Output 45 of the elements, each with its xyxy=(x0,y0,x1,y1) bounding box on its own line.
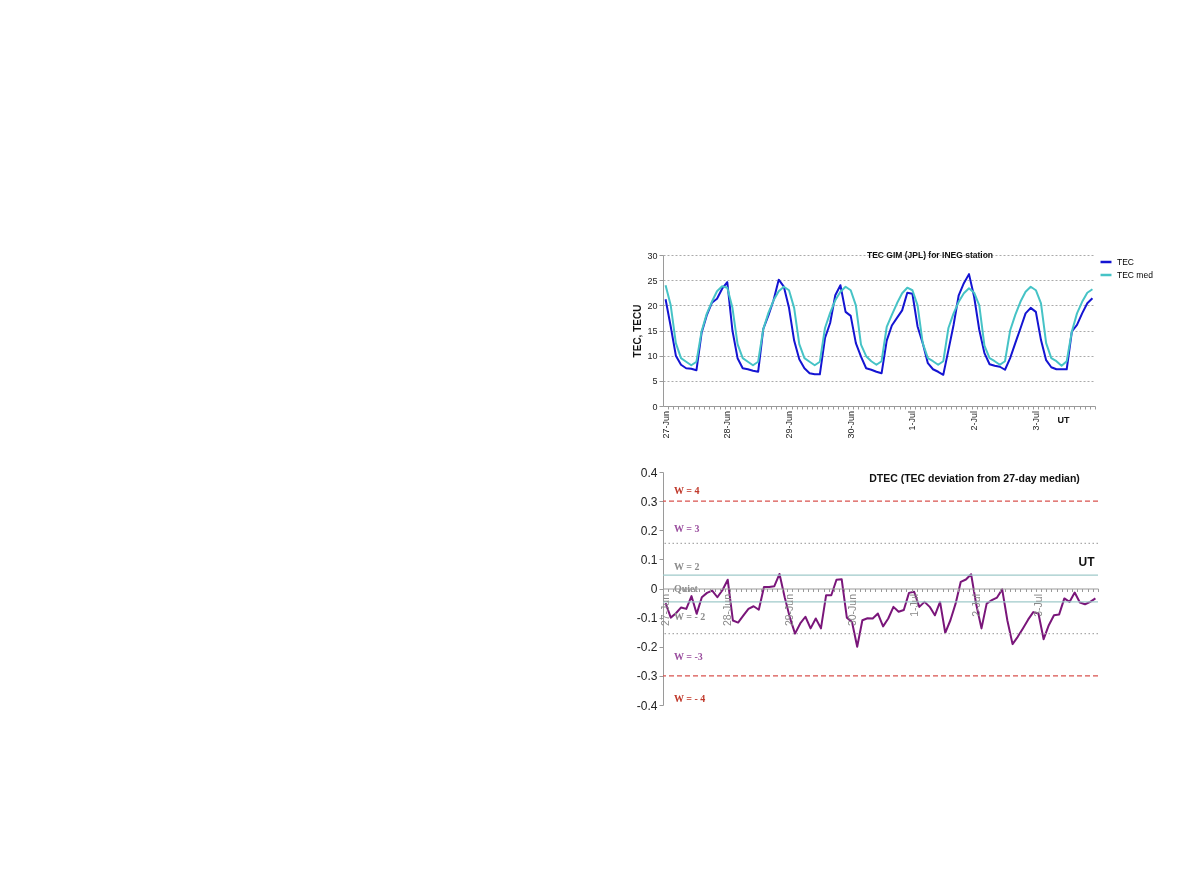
y-tick-label: 20 xyxy=(647,300,658,311)
x-tick-label: 2-Jul xyxy=(969,411,980,431)
y-tick-label: 25 xyxy=(647,275,658,286)
y-tick-label: 5 xyxy=(652,376,658,387)
annotation: W = - 2 xyxy=(674,611,706,622)
x-tick-label: 29-Jun xyxy=(783,593,796,627)
y-tick-label: -0.4 xyxy=(636,698,658,713)
x-tick-label: 27-Jun xyxy=(660,411,671,439)
x-tick-label: 1-Jul xyxy=(907,594,920,617)
x-axis-title: UT xyxy=(1078,555,1096,569)
legend-label: TEC med xyxy=(1117,270,1154,280)
x-tick-label: 2-Jul xyxy=(969,594,982,617)
y-tick-label: -0.3 xyxy=(636,669,658,684)
annotation: W = 4 xyxy=(674,485,700,496)
annotation: W = -3 xyxy=(674,651,703,662)
chart-title: DTEC (TEC deviation from 27-day median) xyxy=(869,471,1080,484)
y-tick-label: 0 xyxy=(650,582,658,596)
x-tick-label: 1-Jul xyxy=(907,411,918,431)
annotation: W = - 4 xyxy=(674,693,706,704)
x-tick-label: 3-Jul xyxy=(1031,594,1044,617)
x-tick-label: 27-Jun xyxy=(659,593,672,627)
line-series xyxy=(664,284,1094,367)
annotation: W = 2 xyxy=(674,561,700,572)
x-axis-title: UT xyxy=(1057,414,1070,425)
legend-label: TEC xyxy=(1117,257,1134,267)
y-tick-label: 0 xyxy=(652,401,658,412)
y-tick-label: -0.2 xyxy=(636,640,658,655)
x-tick-label: 3-Jul xyxy=(1030,411,1041,431)
y-tick-label: 30 xyxy=(647,250,658,261)
y-tick-label: 0.4 xyxy=(640,465,658,480)
line-series xyxy=(664,273,1094,376)
y-tick-label: -0.1 xyxy=(636,611,658,626)
x-tick-label: 29-Jun xyxy=(784,411,794,439)
y-tick-label: 0.1 xyxy=(640,552,658,567)
y-tick-label: 0.2 xyxy=(640,523,658,538)
y-tick-label: 0.3 xyxy=(640,494,658,509)
x-tick-label: 30-Jun xyxy=(845,411,856,439)
x-tick-label: 30-Jun xyxy=(845,593,858,627)
x-tick-label: 28-Jun xyxy=(721,593,734,627)
chart-title: TEC GIM (JPL) for INEG station xyxy=(866,249,994,260)
annotation: W = 3 xyxy=(674,523,700,534)
y-tick-label: 15 xyxy=(647,326,658,336)
x-tick-label: 28-Jun xyxy=(722,411,733,439)
y-tick-label: 10 xyxy=(647,351,658,362)
y-axis-title: TEC, TECU xyxy=(632,304,644,358)
